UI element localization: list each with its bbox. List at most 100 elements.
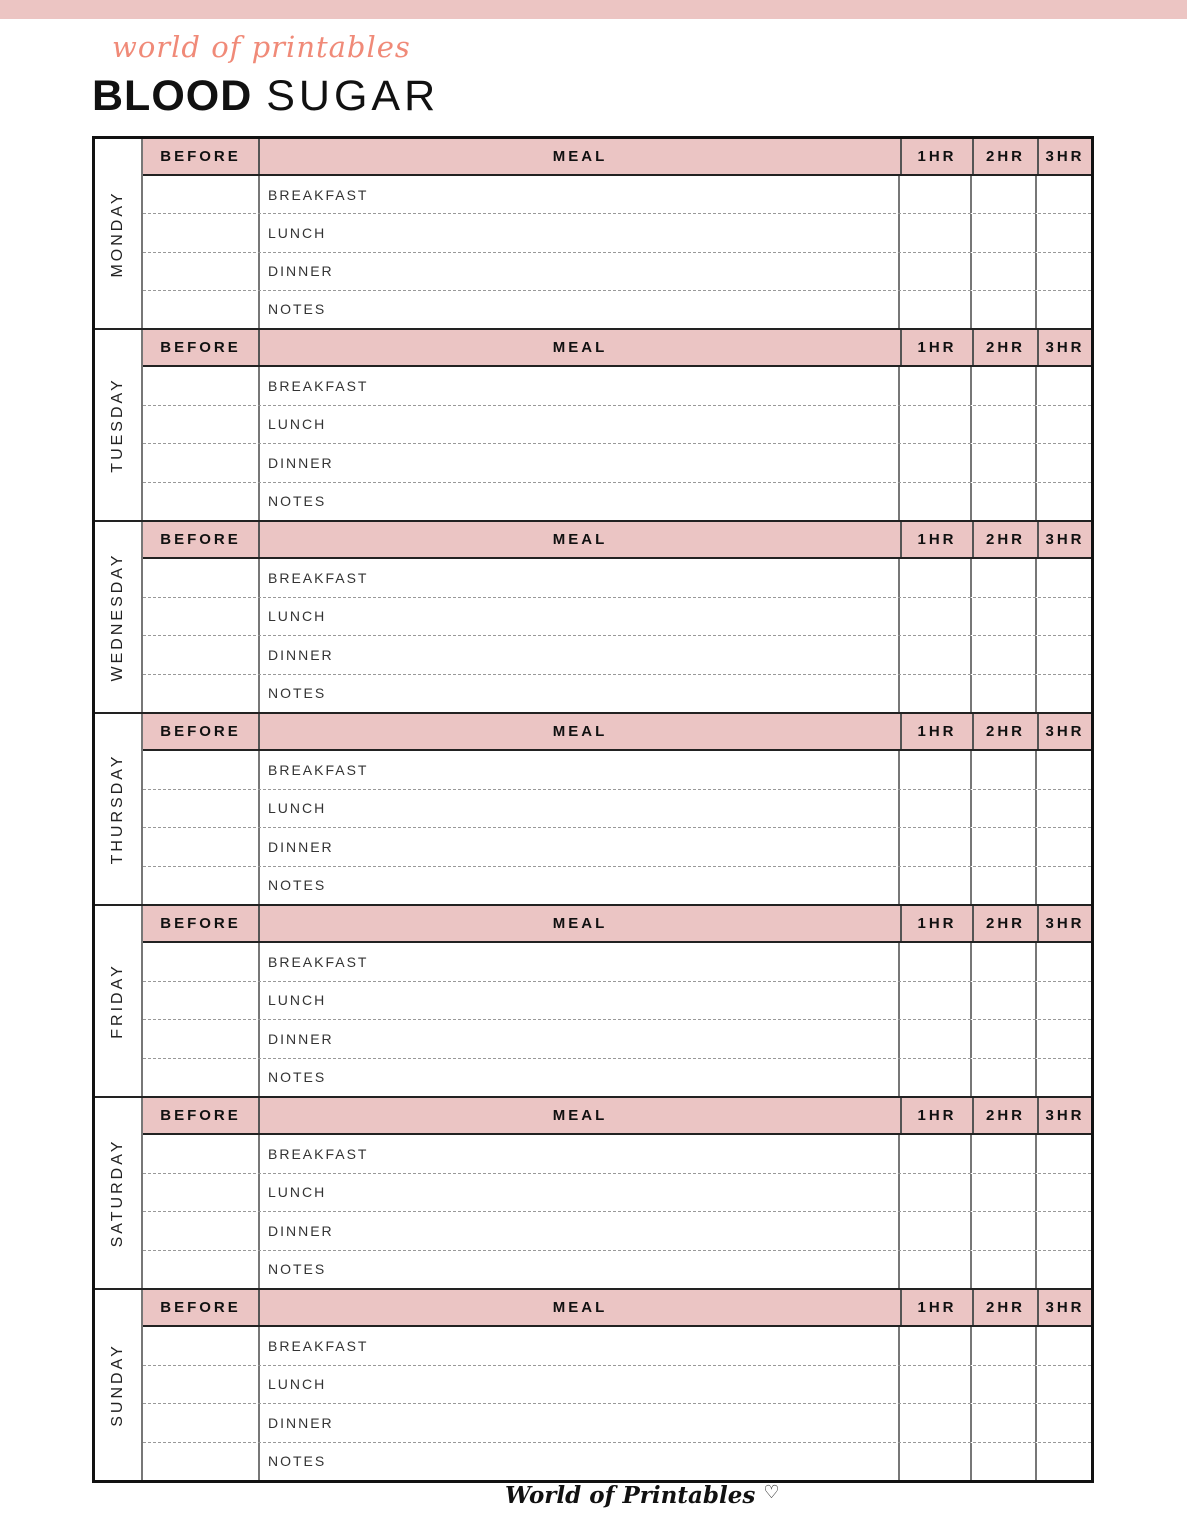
3hr-cell[interactable] [1037,1251,1091,1289]
before-cell[interactable] [143,981,260,1019]
1hr-cell[interactable] [900,252,972,290]
1hr-cell[interactable] [900,444,972,482]
meal-cell[interactable]: DINNER [260,1212,900,1250]
3hr-cell[interactable] [1037,253,1091,290]
2hr-cell[interactable] [972,1173,1037,1211]
3hr-cell[interactable] [1037,982,1091,1020]
1hr-cell[interactable] [900,1404,972,1442]
meal-cell[interactable]: NOTES [260,1058,900,1096]
before-cell[interactable] [143,789,260,827]
meal-cell[interactable]: NOTES [260,866,900,904]
3hr-cell[interactable] [1037,598,1091,636]
3hr-cell[interactable] [1037,367,1091,405]
meal-cell[interactable]: DINNER [260,1404,900,1442]
2hr-cell[interactable] [972,1250,1037,1288]
1hr-cell[interactable] [900,1250,972,1288]
meal-cell[interactable]: NOTES [260,290,900,328]
2hr-cell[interactable] [972,866,1037,904]
2hr-cell[interactable] [972,444,1037,482]
before-cell[interactable] [143,444,260,482]
1hr-cell[interactable] [900,1020,972,1058]
2hr-cell[interactable] [972,1058,1037,1096]
meal-cell[interactable]: LUNCH [260,1365,900,1403]
2hr-cell[interactable] [972,636,1037,674]
3hr-cell[interactable] [1037,1404,1091,1442]
meal-cell[interactable]: LUNCH [260,1173,900,1211]
3hr-cell[interactable] [1037,1212,1091,1250]
meal-cell[interactable]: BREAKFAST [260,751,900,789]
3hr-cell[interactable] [1037,1135,1091,1173]
2hr-cell[interactable] [972,1442,1037,1480]
1hr-cell[interactable] [900,943,972,981]
2hr-cell[interactable] [972,1135,1037,1173]
2hr-cell[interactable] [972,290,1037,328]
3hr-cell[interactable] [1037,559,1091,597]
2hr-cell[interactable] [972,1404,1037,1442]
before-cell[interactable] [143,674,260,712]
meal-cell[interactable]: BREAKFAST [260,176,900,214]
before-cell[interactable] [143,559,260,597]
3hr-cell[interactable] [1037,943,1091,981]
before-cell[interactable] [143,252,260,290]
2hr-cell[interactable] [972,1365,1037,1403]
3hr-cell[interactable] [1037,483,1091,521]
1hr-cell[interactable] [900,674,972,712]
3hr-cell[interactable] [1037,176,1091,213]
1hr-cell[interactable] [900,1442,972,1480]
2hr-cell[interactable] [972,943,1037,981]
meal-cell[interactable]: BREAKFAST [260,1327,900,1365]
1hr-cell[interactable] [900,1365,972,1403]
meal-cell[interactable]: LUNCH [260,214,900,252]
2hr-cell[interactable] [972,214,1037,252]
before-cell[interactable] [143,1442,260,1480]
before-cell[interactable] [143,1135,260,1173]
meal-cell[interactable]: NOTES [260,1442,900,1480]
2hr-cell[interactable] [972,1020,1037,1058]
2hr-cell[interactable] [972,1327,1037,1365]
3hr-cell[interactable] [1037,1059,1091,1097]
before-cell[interactable] [143,1058,260,1096]
meal-cell[interactable]: LUNCH [260,789,900,827]
3hr-cell[interactable] [1037,1020,1091,1058]
3hr-cell[interactable] [1037,1443,1091,1481]
meal-cell[interactable]: DINNER [260,636,900,674]
3hr-cell[interactable] [1037,828,1091,866]
meal-cell[interactable]: DINNER [260,252,900,290]
2hr-cell[interactable] [972,597,1037,635]
1hr-cell[interactable] [900,1173,972,1211]
1hr-cell[interactable] [900,290,972,328]
meal-cell[interactable]: LUNCH [260,597,900,635]
1hr-cell[interactable] [900,636,972,674]
meal-cell[interactable]: NOTES [260,482,900,520]
2hr-cell[interactable] [972,405,1037,443]
before-cell[interactable] [143,1020,260,1058]
meal-cell[interactable]: DINNER [260,828,900,866]
before-cell[interactable] [143,1327,260,1365]
1hr-cell[interactable] [900,1327,972,1365]
before-cell[interactable] [143,1250,260,1288]
1hr-cell[interactable] [900,367,972,405]
before-cell[interactable] [143,866,260,904]
3hr-cell[interactable] [1037,751,1091,789]
before-cell[interactable] [143,636,260,674]
before-cell[interactable] [143,828,260,866]
1hr-cell[interactable] [900,789,972,827]
3hr-cell[interactable] [1037,406,1091,444]
1hr-cell[interactable] [900,981,972,1019]
2hr-cell[interactable] [972,789,1037,827]
before-cell[interactable] [143,482,260,520]
meal-cell[interactable]: NOTES [260,674,900,712]
2hr-cell[interactable] [972,1212,1037,1250]
3hr-cell[interactable] [1037,291,1091,328]
1hr-cell[interactable] [900,1135,972,1173]
3hr-cell[interactable] [1037,1327,1091,1365]
1hr-cell[interactable] [900,559,972,597]
3hr-cell[interactable] [1037,1174,1091,1212]
1hr-cell[interactable] [900,1058,972,1096]
1hr-cell[interactable] [900,1212,972,1250]
1hr-cell[interactable] [900,176,972,214]
2hr-cell[interactable] [972,252,1037,290]
meal-cell[interactable]: DINNER [260,444,900,482]
before-cell[interactable] [143,367,260,405]
meal-cell[interactable]: BREAKFAST [260,559,900,597]
